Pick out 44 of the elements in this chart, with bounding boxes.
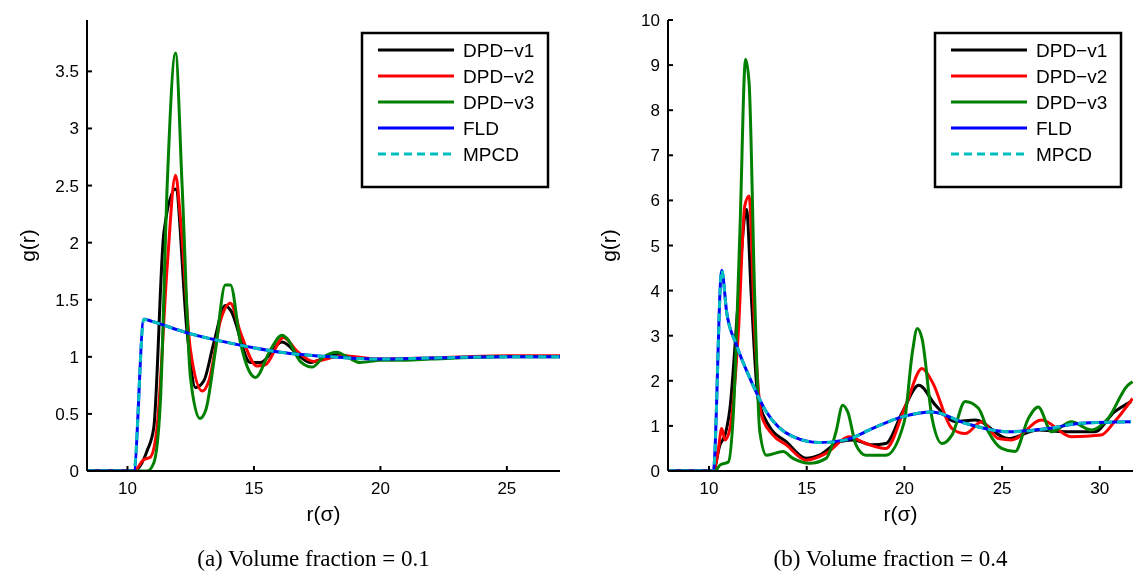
text: (b) Volume fraction = 0.4: [773, 546, 1008, 571]
y-tick-label: 8: [650, 101, 660, 121]
legend-label: FLD: [463, 118, 499, 139]
y-tick-label: 5: [650, 236, 660, 256]
legend-label: DPD−v2: [463, 66, 535, 87]
x-axis-title: r(σ): [306, 502, 341, 525]
y-tick-label: 0.5: [55, 404, 79, 424]
x-tick-label: 20: [370, 479, 390, 498]
x-tick-label: 15: [244, 479, 264, 498]
y-tick-label: 4: [650, 281, 660, 301]
x-tick-label: 30: [1090, 479, 1110, 498]
y-tick-label: 1.5: [55, 290, 79, 310]
legend-label: FLD: [1036, 118, 1072, 139]
y-tick-label: 2.5: [55, 176, 79, 196]
y-tick-label: 3: [650, 326, 660, 346]
y-axis-title: g(r): [597, 229, 620, 262]
x-tick-label: 10: [118, 479, 137, 498]
legend-label: MPCD: [1036, 144, 1092, 165]
x-tick-label: 25: [992, 479, 1012, 498]
text: (a) Volume fraction = 0.1: [197, 546, 430, 571]
legend-label: DPD−v2: [1036, 66, 1108, 87]
x-tick-label: 25: [497, 479, 517, 498]
y-tick-label: 0: [69, 462, 79, 481]
x-axis-title: r(σ): [883, 502, 918, 525]
x-tick-label: 20: [894, 479, 914, 498]
y-tick-label: 3.5: [55, 62, 79, 82]
y-tick-label: 9: [650, 56, 660, 76]
x-tick-label: 15: [797, 479, 817, 498]
y-axis-title: g(r): [16, 229, 39, 262]
y-tick-label: 2: [650, 371, 660, 391]
y-tick-label: 7: [650, 146, 660, 166]
legend-label: DPD−v3: [463, 92, 535, 113]
legend-label: DPD−v3: [1036, 92, 1108, 113]
y-tick-label: 6: [650, 191, 660, 211]
legend-label: MPCD: [463, 144, 519, 165]
y-tick-label: 3: [69, 119, 79, 139]
y-tick-label: 2: [69, 233, 79, 253]
y-tick-label: 1: [650, 416, 660, 436]
legend-label: DPD−v1: [463, 40, 535, 61]
y-tick-label: 10: [641, 11, 660, 30]
legend-label: DPD−v1: [1036, 40, 1108, 61]
y-tick-label: 1: [69, 347, 79, 367]
x-tick-label: 10: [699, 479, 719, 498]
y-tick-label: 0: [650, 462, 660, 481]
